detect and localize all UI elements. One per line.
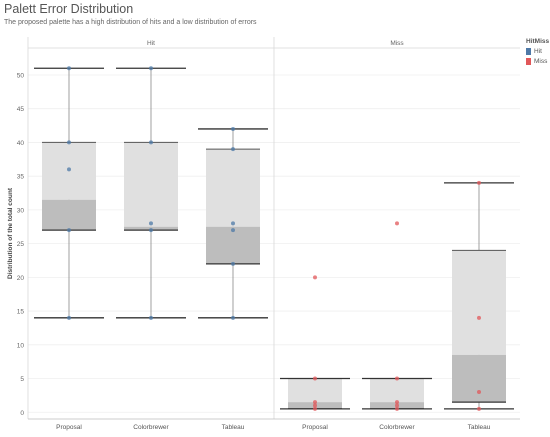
legend-label-hit: Hit xyxy=(534,48,542,55)
y-tick-label: 15 xyxy=(17,309,25,316)
y-axis-title: Distribution of the total count xyxy=(7,187,14,279)
data-point-hit-proposal[interactable] xyxy=(67,167,71,172)
data-point-hit-proposal[interactable] xyxy=(67,66,71,71)
data-point-hit-colorbrewer[interactable] xyxy=(149,66,153,71)
chart-title: Palett Error Distribution xyxy=(4,2,134,16)
legend-label-miss: Miss xyxy=(534,58,548,65)
panel-header-label-hit: Hit xyxy=(147,40,155,47)
data-point-hit-tableau[interactable] xyxy=(231,315,235,320)
data-point-hit-colorbrewer[interactable] xyxy=(149,140,153,145)
y-tick-label: 10 xyxy=(17,342,25,349)
data-point-hit-tableau[interactable] xyxy=(231,126,235,131)
y-tick-label: 40 xyxy=(17,140,25,147)
legend-item-miss[interactable]: Miss xyxy=(526,58,549,65)
box-lower-hit-tableau[interactable] xyxy=(206,226,260,264)
x-tick-label-hit-tableau: Tableau xyxy=(222,424,245,431)
data-point-hit-colorbrewer[interactable] xyxy=(149,221,153,226)
box-upper-miss-proposal[interactable] xyxy=(288,378,342,403)
data-point-miss-colorbrewer[interactable] xyxy=(395,376,399,381)
x-tick-label-hit-proposal: Proposal xyxy=(56,424,82,431)
legend-title: HitMiss xyxy=(526,38,550,45)
data-point-hit-tableau[interactable] xyxy=(231,221,235,226)
data-point-miss-proposal[interactable] xyxy=(313,406,317,411)
data-point-miss-proposal[interactable] xyxy=(313,400,317,405)
legend: HitMiss Hit Miss xyxy=(526,38,549,68)
chart-subtitle: The proposed palette has a high distribu… xyxy=(4,19,257,26)
box-upper-miss-tableau[interactable] xyxy=(452,250,506,355)
data-point-miss-tableau[interactable] xyxy=(477,390,481,395)
data-point-hit-proposal[interactable] xyxy=(67,228,71,233)
data-point-miss-proposal[interactable] xyxy=(313,275,317,280)
x-tick-label-miss-proposal: Proposal xyxy=(302,424,328,431)
box-upper-miss-colorbrewer[interactable] xyxy=(370,378,424,403)
y-tick-label: 25 xyxy=(17,241,25,248)
box-lower-miss-tableau[interactable] xyxy=(452,354,506,403)
legend-swatch-hit xyxy=(526,48,531,55)
x-tick-label-hit-colorbrewer: Colorbrewer xyxy=(133,424,169,431)
data-point-hit-colorbrewer[interactable] xyxy=(149,228,153,233)
panel-header-label-miss: Miss xyxy=(390,40,404,47)
data-point-miss-proposal[interactable] xyxy=(313,403,317,408)
data-point-miss-tableau[interactable] xyxy=(477,406,481,411)
y-tick-label: 0 xyxy=(20,410,24,417)
y-tick-label: 5 xyxy=(20,376,24,383)
data-point-miss-colorbrewer[interactable] xyxy=(395,403,399,408)
legend-swatch-miss xyxy=(526,58,531,65)
data-point-hit-tableau[interactable] xyxy=(231,228,235,233)
panel-header-miss xyxy=(274,37,520,48)
box-lower-hit-proposal[interactable] xyxy=(42,199,96,231)
y-tick-label: 50 xyxy=(17,72,25,79)
data-point-hit-proposal[interactable] xyxy=(67,140,71,145)
box-upper-hit-tableau[interactable] xyxy=(206,149,260,227)
data-point-miss-tableau[interactable] xyxy=(477,315,481,320)
data-point-miss-colorbrewer[interactable] xyxy=(395,221,399,226)
legend-item-hit[interactable]: Hit xyxy=(526,48,549,55)
data-point-hit-tableau[interactable] xyxy=(231,261,235,266)
data-point-miss-tableau[interactable] xyxy=(477,180,481,185)
data-point-hit-proposal[interactable] xyxy=(67,315,71,320)
y-tick-label: 20 xyxy=(17,275,25,282)
data-point-miss-proposal[interactable] xyxy=(313,376,317,381)
y-tick-label: 45 xyxy=(17,106,25,113)
y-tick-label: 30 xyxy=(17,207,25,214)
box-upper-hit-colorbrewer[interactable] xyxy=(124,142,178,227)
panel-header-hit xyxy=(28,37,274,48)
y-tick-label: 35 xyxy=(17,174,25,181)
data-point-hit-tableau[interactable] xyxy=(231,147,235,152)
data-point-hit-colorbrewer[interactable] xyxy=(149,315,153,320)
data-point-miss-colorbrewer[interactable] xyxy=(395,400,399,405)
x-tick-label-miss-colorbrewer: Colorbrewer xyxy=(379,424,415,431)
x-tick-label-miss-tableau: Tableau xyxy=(468,424,491,431)
data-point-miss-colorbrewer[interactable] xyxy=(395,406,399,411)
